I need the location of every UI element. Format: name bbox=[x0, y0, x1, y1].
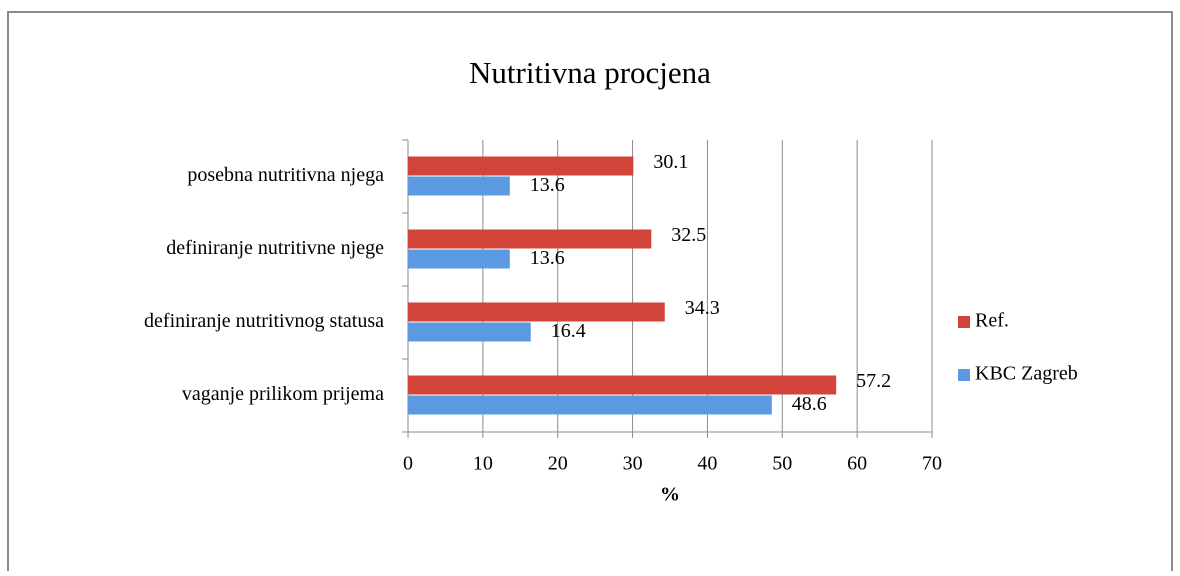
y-tick-label: posebna nutritivna njega bbox=[187, 164, 384, 186]
legend-swatch bbox=[958, 369, 970, 381]
frame bbox=[7, 11, 1173, 571]
x-axis-label: % bbox=[660, 484, 680, 506]
x-tick-label: 70 bbox=[922, 453, 942, 475]
bar bbox=[408, 176, 510, 196]
chart-title: Nutritivna procjena bbox=[469, 55, 711, 90]
data-label: 30.1 bbox=[653, 151, 688, 173]
x-tick-label: 60 bbox=[847, 453, 867, 475]
data-label: 13.6 bbox=[530, 247, 565, 269]
y-tick-label: vaganje prilikom prijema bbox=[182, 383, 384, 405]
bar bbox=[408, 156, 634, 176]
data-label: 48.6 bbox=[792, 393, 827, 415]
data-label: 16.4 bbox=[551, 320, 586, 342]
bar bbox=[408, 375, 837, 395]
data-label: 57.2 bbox=[856, 370, 891, 392]
data-label: 32.5 bbox=[671, 224, 706, 246]
bar bbox=[408, 249, 510, 269]
bar bbox=[408, 229, 652, 249]
legend-label: KBC Zagreb bbox=[975, 363, 1078, 385]
bar bbox=[408, 302, 665, 322]
y-tick-label: definiranje nutritivne njege bbox=[166, 237, 384, 259]
x-tick-label: 0 bbox=[403, 453, 413, 475]
bar bbox=[408, 395, 772, 415]
y-tick-label: definiranje nutritivnog statusa bbox=[144, 310, 384, 332]
x-tick-label: 10 bbox=[473, 453, 493, 475]
legend-label: Ref. bbox=[975, 310, 1009, 332]
bar bbox=[408, 322, 531, 342]
x-tick-label: 20 bbox=[548, 453, 568, 475]
x-tick-label: 40 bbox=[697, 453, 717, 475]
x-tick-label: 50 bbox=[772, 453, 792, 475]
data-label: 34.3 bbox=[685, 297, 720, 319]
data-label: 13.6 bbox=[530, 174, 565, 196]
legend-swatch bbox=[958, 316, 970, 328]
x-tick-label: 30 bbox=[623, 453, 643, 475]
